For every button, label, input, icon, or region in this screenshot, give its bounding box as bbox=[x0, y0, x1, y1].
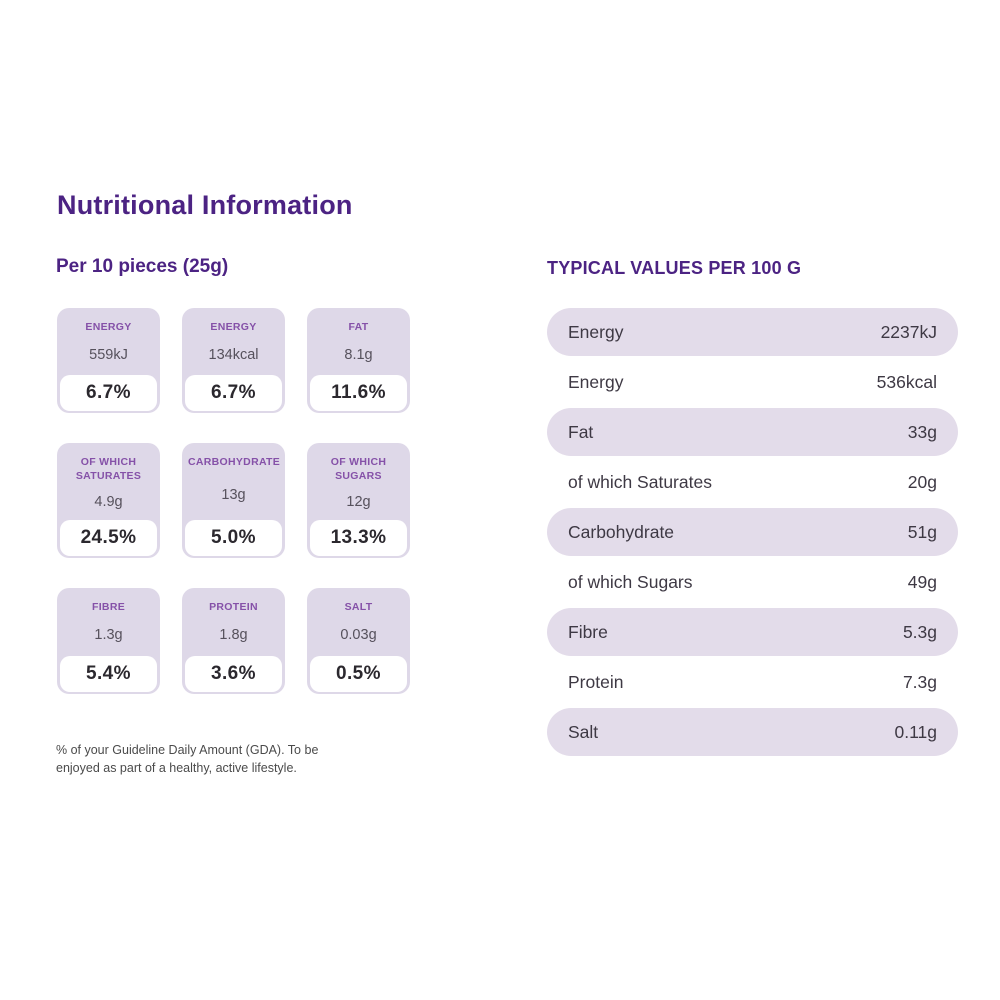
gda-card-saturates: OF WHICH SATURATES 4.9g 24.5% bbox=[57, 443, 160, 558]
row-value: 536kcal bbox=[876, 371, 937, 392]
gda-card-label: ENERGY bbox=[210, 321, 257, 333]
row-label: of which Sugars bbox=[568, 571, 693, 592]
gda-card-percent: 11.6% bbox=[310, 375, 407, 411]
row-value: 49g bbox=[907, 571, 937, 592]
row-value: 2237kJ bbox=[880, 321, 937, 342]
gda-card-percent: 13.3% bbox=[310, 520, 407, 556]
page-title: Nutritional Information bbox=[57, 190, 353, 220]
gda-card-sugars: OF WHICH SUGARS 12g 13.3% bbox=[307, 443, 410, 558]
gda-card-label: CARBOHYDRATE bbox=[188, 456, 281, 468]
gda-card-percent: 5.0% bbox=[185, 520, 282, 556]
typical-values-heading: TYPICAL VALUES PER 100 G bbox=[547, 258, 802, 278]
table-row-fat: Fat 33g bbox=[547, 408, 958, 456]
row-value: 51g bbox=[907, 521, 937, 542]
gda-card-percent: 6.7% bbox=[185, 375, 282, 411]
row-label: Energy bbox=[568, 321, 624, 342]
row-value: 0.11g bbox=[894, 721, 938, 742]
row-value: 20g bbox=[907, 471, 937, 492]
row-label: Fibre bbox=[568, 621, 608, 642]
gda-card-value: 134kcal bbox=[208, 346, 259, 363]
gda-card-label: FAT bbox=[348, 321, 369, 333]
gda-card-carbohydrate: CARBOHYDRATE 13g 5.0% bbox=[182, 443, 285, 558]
row-label: Carbohydrate bbox=[568, 521, 675, 542]
table-row-energy-kj: Energy 2237kJ bbox=[547, 308, 958, 356]
table-row-fibre: Fibre 5.3g bbox=[547, 608, 958, 656]
gda-card-label: OF WHICH SATURATES bbox=[75, 456, 142, 482]
row-label: Salt bbox=[568, 721, 599, 742]
gda-card-value: 8.1g bbox=[344, 346, 373, 363]
row-label: of which Saturates bbox=[568, 471, 712, 492]
row-label: Energy bbox=[568, 371, 624, 392]
gda-card-label: FIBRE bbox=[92, 601, 125, 613]
gda-card-protein: PROTEIN 1.8g 3.6% bbox=[182, 588, 285, 694]
gda-card-value: 13g bbox=[221, 486, 246, 503]
row-value: 7.3g bbox=[902, 671, 937, 692]
gda-card-percent: 6.7% bbox=[60, 375, 157, 411]
gda-card-label: ENERGY bbox=[85, 321, 132, 333]
row-value: 5.3g bbox=[902, 621, 937, 642]
gda-card-value: 12g bbox=[346, 493, 371, 510]
table-row-sugars: of which Sugars 49g bbox=[547, 558, 958, 606]
gda-card-value: 559kJ bbox=[89, 346, 128, 363]
gda-card-energy-kcal: ENERGY 134kcal 6.7% bbox=[182, 308, 285, 413]
gda-card-percent: 5.4% bbox=[60, 656, 157, 692]
row-value: 33g bbox=[907, 421, 937, 442]
typical-values-table: Energy 2237kJ Energy 536kcal Fat 33g of … bbox=[547, 308, 958, 758]
gda-card-label: OF WHICH SUGARS bbox=[330, 456, 387, 482]
gda-card-salt: SALT 0.03g 0.5% bbox=[307, 588, 410, 694]
table-row-salt: Salt 0.11g bbox=[547, 708, 958, 756]
gda-card-percent: 24.5% bbox=[60, 520, 157, 556]
row-label: Fat bbox=[568, 421, 594, 442]
table-row-protein: Protein 7.3g bbox=[547, 658, 958, 706]
per-portion-heading: Per 10 pieces (25g) bbox=[56, 256, 229, 277]
gda-card-fat: FAT 8.1g 11.6% bbox=[307, 308, 410, 413]
table-row-carbohydrate: Carbohydrate 51g bbox=[547, 508, 958, 556]
gda-card-label: SALT bbox=[344, 601, 373, 613]
table-row-energy-kcal: Energy 536kcal bbox=[547, 358, 958, 406]
gda-card-value: 0.03g bbox=[340, 627, 377, 644]
gda-card-value: 4.9g bbox=[94, 493, 123, 510]
gda-footnote: % of your Guideline Daily Amount (GDA). … bbox=[56, 743, 319, 775]
gda-card-energy-kj: ENERGY 559kJ 6.7% bbox=[57, 308, 160, 413]
gda-card-fibre: FIBRE 1.3g 5.4% bbox=[57, 588, 160, 694]
gda-card-label: PROTEIN bbox=[209, 601, 258, 613]
gda-card-value: 1.3g bbox=[94, 627, 123, 644]
gda-card-percent: 3.6% bbox=[185, 656, 282, 692]
table-row-saturates: of which Saturates 20g bbox=[547, 458, 958, 506]
gda-card-value: 1.8g bbox=[219, 627, 248, 644]
gda-card-percent: 0.5% bbox=[310, 656, 407, 692]
gda-card-grid: ENERGY 559kJ 6.7% ENERGY 134kcal 6.7% FA… bbox=[57, 308, 410, 694]
row-label: Protein bbox=[568, 671, 624, 692]
